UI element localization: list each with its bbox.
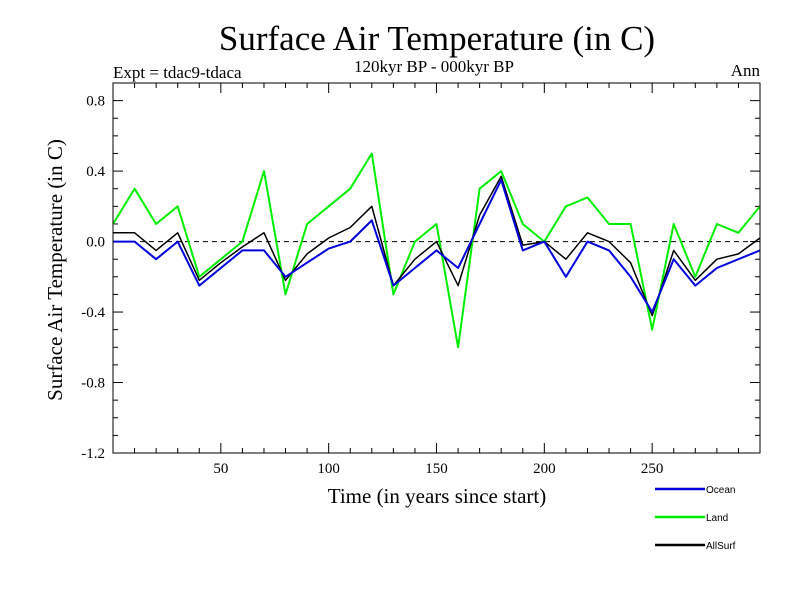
y-tick-label: -0.8 (81, 376, 105, 392)
series-line-land (112, 152, 761, 349)
legend-label-ocean: Ocean (706, 485, 735, 496)
legend-label-land: Land (706, 513, 728, 524)
chart-title: Surface Air Temperature (in C) (219, 19, 655, 58)
x-tick-label: 150 (425, 461, 448, 477)
series-layer (112, 152, 761, 349)
x-tick-label: 100 (317, 461, 340, 477)
expt-label: Expt = tdac9-tdaca (113, 63, 242, 82)
series-line-ocean (113, 178, 761, 313)
x-tick-label: 50 (213, 461, 228, 477)
x-tick-label: 250 (641, 461, 664, 477)
x-axis-label: Time (in years since start) (328, 484, 547, 508)
series-line-allsurf (113, 175, 761, 317)
tick-labels: 50 100 150 200 250 -1.2 -0.8 -0.4 0.0 0.4 0.8 (81, 94, 663, 477)
y-axis-label: Surface Air Temperature (in C) (43, 139, 67, 401)
y-tick-label: 0.4 (86, 164, 105, 180)
y-tick-label: 0.0 (86, 235, 105, 251)
y-tick-label: -0.4 (81, 305, 105, 321)
legend-label-allsurf: AllSurf (706, 541, 736, 552)
y-tick-label: 0.8 (86, 94, 105, 110)
chart-subtitle: 120kyr BP - 000kyr BP (354, 57, 514, 76)
period-label: Ann (731, 61, 761, 80)
x-tick-label: 200 (533, 461, 556, 477)
plot-frame (112, 82, 761, 454)
y-tick-label: -1.2 (81, 446, 105, 462)
legend: Ocean Land AllSurf (655, 485, 736, 552)
